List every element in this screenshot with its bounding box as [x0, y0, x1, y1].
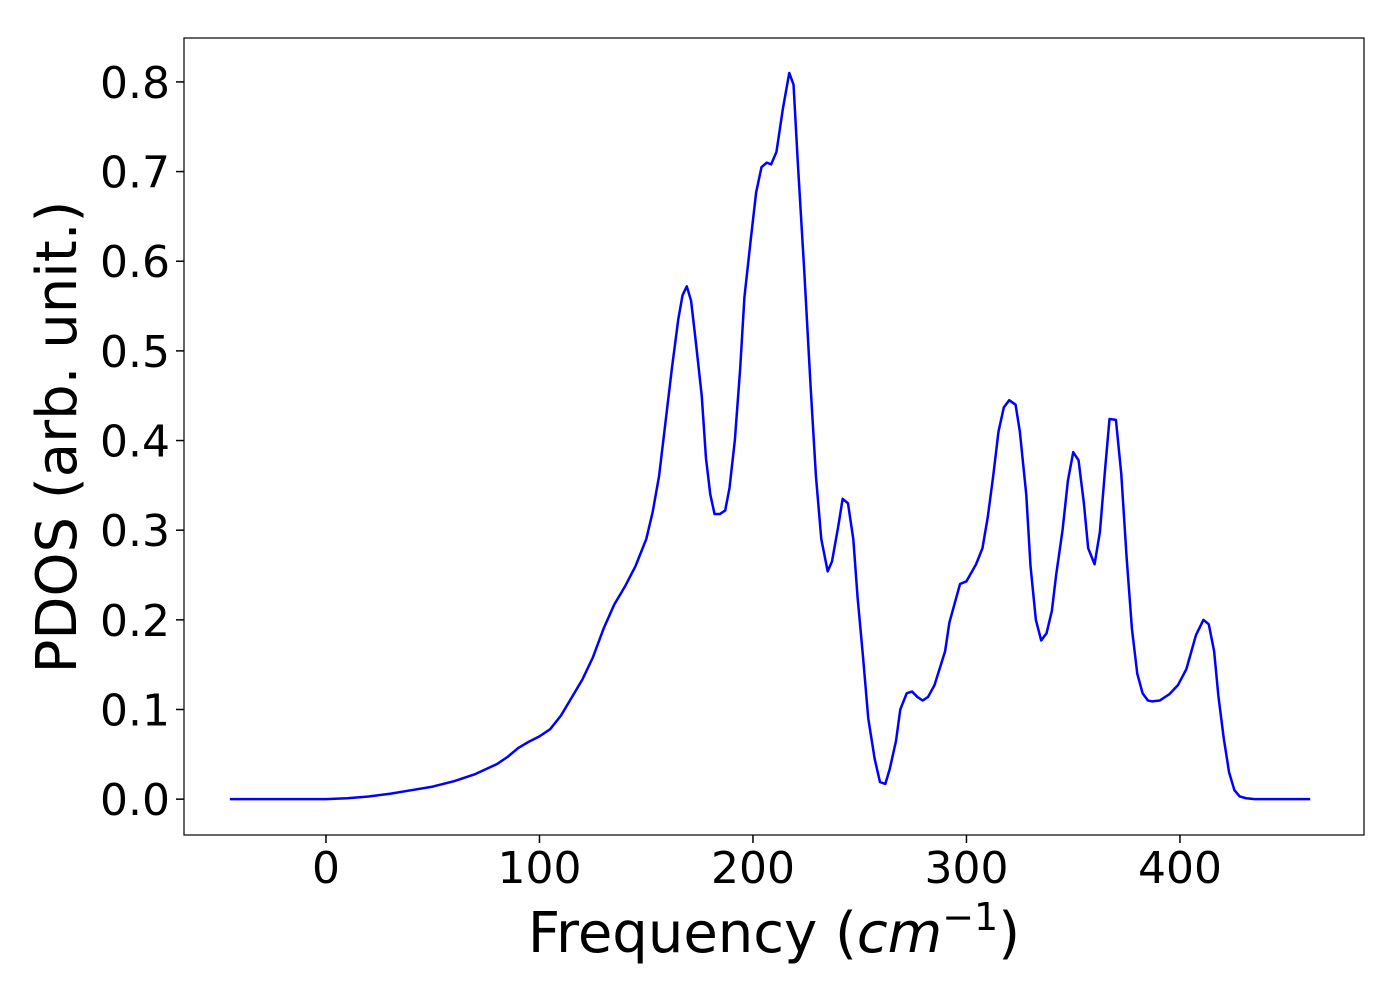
x-tick-label: 100	[497, 843, 581, 894]
x-tick-label: 400	[1138, 843, 1222, 894]
plot-frame	[183, 37, 1365, 836]
y-tick-label: 0.5	[100, 327, 170, 378]
x-tick-label: 300	[924, 843, 1008, 894]
y-tick-label: 0.4	[100, 417, 170, 468]
x-tick-label: 200	[711, 843, 795, 894]
y-axis-label: PDOS (arb. unit.)	[25, 201, 90, 674]
y-tick-label: 0.7	[100, 148, 170, 199]
x-label-part: )	[998, 901, 1020, 966]
y-tick-label: 0.6	[100, 237, 170, 288]
x-label-part: Frequency (	[528, 901, 857, 966]
x-tick-label: 0	[312, 843, 340, 894]
y-tick-label: 0.3	[100, 506, 170, 557]
line-series	[229, 71, 1311, 801]
y-tick-label: 0.0	[100, 775, 170, 826]
x-label-part: −1	[942, 895, 998, 939]
y-tick-label: 0.2	[100, 596, 170, 647]
y-tick-label: 0.8	[100, 58, 170, 109]
x-axis-label: Frequency (cm−1)	[528, 895, 1020, 966]
y-tick-label: 0.1	[100, 685, 170, 736]
x-label-part: cm	[857, 901, 942, 966]
